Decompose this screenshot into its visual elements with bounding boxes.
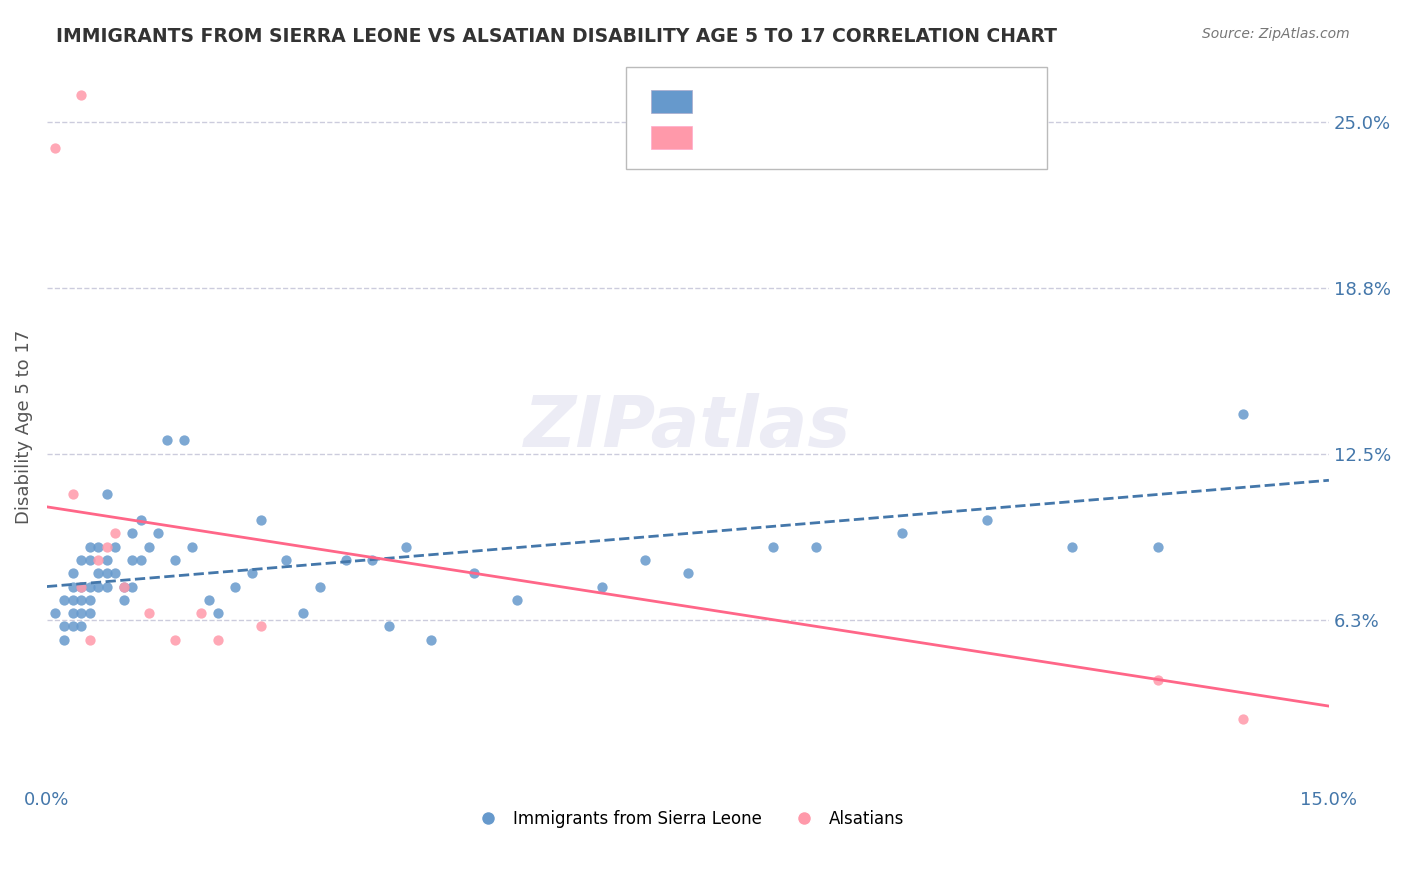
Point <box>96 553 118 567</box>
Point <box>1147 540 1170 554</box>
Point <box>121 526 143 541</box>
Text: 0.319: 0.319 <box>745 92 794 110</box>
Point <box>62 606 84 620</box>
Point <box>70 580 93 594</box>
Point <box>165 632 187 647</box>
Point <box>1062 540 1084 554</box>
Text: N =: N = <box>801 128 851 145</box>
Text: ZIPatlas: ZIPatlas <box>524 392 852 462</box>
Point <box>96 580 118 594</box>
Point <box>181 540 204 554</box>
Point <box>420 632 443 647</box>
Point <box>1147 673 1170 687</box>
Point <box>377 619 399 633</box>
Point <box>309 580 332 594</box>
Point <box>79 553 101 567</box>
Point <box>676 566 699 581</box>
Point <box>53 592 76 607</box>
Text: 17: 17 <box>846 128 869 145</box>
Point <box>335 553 357 567</box>
Point <box>804 540 827 554</box>
Point <box>360 553 382 567</box>
Point <box>634 553 657 567</box>
Point <box>591 580 613 594</box>
Point <box>1232 407 1254 421</box>
Point <box>79 606 101 620</box>
Point <box>249 513 271 527</box>
Point <box>463 566 485 581</box>
Point <box>62 592 84 607</box>
Point <box>890 526 912 541</box>
Point <box>87 540 110 554</box>
Point <box>44 141 66 155</box>
Point <box>79 592 101 607</box>
Point <box>240 566 263 581</box>
Text: R =: R = <box>699 92 742 110</box>
Point <box>276 553 298 567</box>
Point <box>104 540 127 554</box>
Point <box>112 592 135 607</box>
Point <box>121 580 143 594</box>
Point <box>87 580 110 594</box>
Point <box>70 592 93 607</box>
Point <box>96 540 118 554</box>
Point <box>292 606 315 620</box>
Point <box>249 619 271 633</box>
Point <box>146 526 169 541</box>
Point <box>79 540 101 554</box>
Point <box>165 553 187 567</box>
Point <box>207 606 229 620</box>
Point <box>96 486 118 500</box>
Point <box>207 632 229 647</box>
Point <box>506 592 529 607</box>
Point <box>87 553 110 567</box>
Point <box>976 513 998 527</box>
Point <box>96 566 118 581</box>
Point <box>395 540 418 554</box>
Point <box>224 580 246 594</box>
Point <box>70 580 93 594</box>
Point <box>79 580 101 594</box>
Point <box>173 434 195 448</box>
Point <box>44 606 66 620</box>
Point <box>112 580 135 594</box>
Point <box>62 486 84 500</box>
Point <box>53 619 76 633</box>
Point <box>70 606 93 620</box>
Point <box>762 540 785 554</box>
Point <box>53 8 76 22</box>
Point <box>138 606 160 620</box>
Point <box>70 88 93 103</box>
Text: IMMIGRANTS FROM SIERRA LEONE VS ALSATIAN DISABILITY AGE 5 TO 17 CORRELATION CHAR: IMMIGRANTS FROM SIERRA LEONE VS ALSATIAN… <box>56 27 1057 45</box>
Point <box>62 580 84 594</box>
Y-axis label: Disability Age 5 to 17: Disability Age 5 to 17 <box>15 330 32 524</box>
Point <box>104 566 127 581</box>
Point <box>155 434 177 448</box>
Point <box>62 566 84 581</box>
Point <box>53 632 76 647</box>
Text: -0.243: -0.243 <box>742 128 799 145</box>
Point <box>70 553 93 567</box>
Point <box>129 553 152 567</box>
Point <box>87 566 110 581</box>
Text: Source: ZipAtlas.com: Source: ZipAtlas.com <box>1202 27 1350 41</box>
Text: N =: N = <box>801 92 851 110</box>
Text: R =: R = <box>699 128 737 145</box>
Point <box>121 553 143 567</box>
Point <box>79 632 101 647</box>
Point <box>104 526 127 541</box>
Point <box>138 540 160 554</box>
Text: 66: 66 <box>846 92 869 110</box>
Point <box>62 619 84 633</box>
Point <box>198 592 221 607</box>
Point <box>190 606 212 620</box>
Legend: Immigrants from Sierra Leone, Alsatians: Immigrants from Sierra Leone, Alsatians <box>465 804 911 835</box>
Point <box>70 619 93 633</box>
Point <box>112 580 135 594</box>
Point <box>129 513 152 527</box>
Point <box>1232 712 1254 726</box>
